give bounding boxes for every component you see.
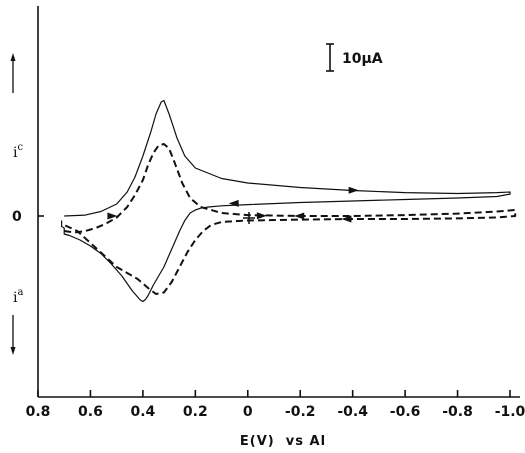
x-tick-label: -0.6	[390, 404, 421, 420]
series-layer	[61, 99, 517, 303]
anodic-label: ia	[13, 287, 23, 306]
x-tick-label: -1.0	[495, 404, 525, 420]
cathodic-current-label: ic	[10, 53, 23, 161]
x-tick-label: -0.4	[337, 404, 368, 420]
origin-cross-marker	[243, 212, 255, 224]
plot-frame	[37, 6, 520, 398]
anodic-current-label: ia	[10, 287, 23, 355]
arrow-layer	[107, 186, 359, 223]
x-tick-label: -0.2	[285, 404, 316, 420]
cathodic-label: ic	[13, 142, 23, 161]
y-zero-label: 0	[12, 209, 22, 225]
direction-arrow	[348, 186, 359, 194]
anodic-arrow-head	[10, 347, 16, 355]
x-tick-label: 0.8	[26, 404, 51, 420]
x-tick-label: 0.2	[183, 404, 208, 420]
cathodic-arrow-head	[10, 53, 16, 61]
x-tick-label: 0.6	[78, 404, 103, 420]
scale-bar: 10μA	[326, 43, 383, 72]
x-tick-label: 0	[243, 404, 253, 420]
solid-voltammogram-curve	[61, 99, 511, 303]
x-axis-title: E(V) vs Al	[240, 434, 326, 449]
direction-arrow	[228, 199, 239, 207]
dashed-voltammogram-curve	[63, 143, 517, 295]
direction-arrow	[107, 212, 118, 220]
scale-bar-label: 10μA	[342, 51, 383, 67]
direction-arrow	[256, 212, 267, 220]
x-tick-label: -0.8	[442, 404, 473, 420]
direction-arrow	[341, 215, 352, 223]
x-tick-label: 0.4	[130, 404, 155, 420]
direction-arrow	[294, 212, 305, 220]
x-ticks: 0.8 0.6 0.4 0.2 0 -0.2 -0.4 -0.6 -0.8 -1.0	[26, 390, 525, 420]
